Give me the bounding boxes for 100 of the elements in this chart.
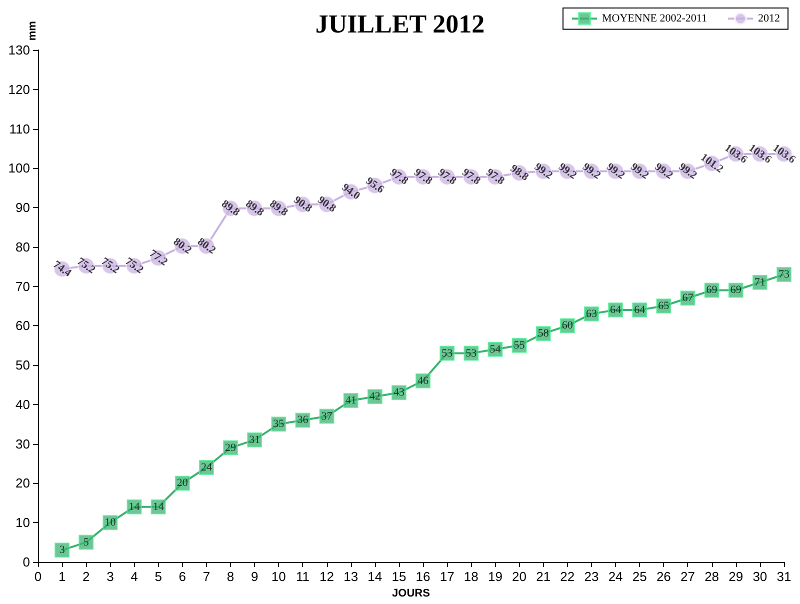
data-label: 43 [393, 386, 405, 399]
x-tick-label: 9 [250, 569, 258, 584]
data-label: 14 [152, 500, 164, 513]
x-tick-label: 25 [632, 569, 647, 584]
x-tick-label: 11 [296, 569, 310, 584]
data-label: 80.2 [195, 236, 218, 257]
data-label: 24 [200, 461, 212, 474]
data-label: 90.8 [291, 194, 314, 216]
y-tick-label: 110 [9, 121, 30, 136]
x-tick-label: 24 [608, 569, 623, 584]
chart-title: JUILLET 2012 [315, 10, 485, 38]
x-tick-label: 13 [344, 569, 358, 584]
x-tick-label: 2 [82, 569, 90, 584]
data-label: 75.2 [74, 255, 98, 277]
data-label: 97.8 [388, 166, 411, 188]
data-label: 97.8 [436, 166, 459, 188]
data-label: 64 [610, 304, 622, 316]
x-tick-label: 28 [704, 569, 720, 584]
data-label: 41 [345, 394, 356, 407]
x-tick-label: 30 [752, 569, 768, 584]
data-label: 69 [730, 284, 742, 296]
data-label: 67 [682, 292, 694, 304]
y-tick-label: 20 [16, 476, 30, 491]
data-label: 99.2 [532, 160, 556, 182]
data-label: 90.8 [315, 194, 339, 216]
x-tick-label: 3 [106, 569, 114, 584]
data-label: 74.4 [50, 258, 74, 280]
y-tick-label: 80 [16, 239, 30, 254]
y-tick-label: 10 [16, 515, 30, 530]
y-tick-label: 60 [16, 318, 30, 334]
data-label: 94.0 [340, 181, 363, 203]
data-label: 99.2 [628, 160, 652, 182]
data-label: 73 [778, 268, 790, 280]
x-axis-title: JOURS [392, 587, 430, 600]
data-label: 98.8 [508, 162, 532, 184]
y-tick-label: 40 [16, 396, 30, 412]
x-tick-label: 26 [656, 569, 671, 584]
data-label: 54 [490, 343, 502, 356]
data-label: 75.2 [98, 255, 122, 277]
y-axis-title: mm [26, 20, 38, 41]
data-label: 97.8 [412, 166, 435, 188]
data-label: 89.8 [219, 198, 242, 220]
data-label: 97.8 [484, 166, 507, 188]
legend-label: MOYENNE 2002-2011 [602, 12, 707, 25]
data-label: 89.8 [267, 198, 290, 220]
x-tick-label: 15 [392, 569, 406, 584]
data-label: 53 [442, 347, 454, 360]
y-tick-label: 130 [8, 42, 30, 58]
x-tick-label: 5 [154, 569, 162, 584]
x-tick-label: 17 [440, 569, 454, 584]
x-tick-label: 29 [728, 569, 744, 584]
data-label: 77.2 [146, 248, 170, 269]
data-label: 46 [418, 374, 430, 387]
data-label: 64 [634, 304, 646, 316]
data-label: 10 [104, 516, 116, 529]
data-label: 42 [369, 390, 380, 403]
x-tick-label: 16 [416, 569, 430, 584]
y-tick-label: 50 [16, 358, 30, 373]
x-tick-label: 7 [202, 569, 210, 584]
data-label: 65 [658, 300, 670, 312]
y-tick-label: 120 [8, 82, 30, 97]
data-label: 36 [297, 414, 309, 426]
data-label: 55 [514, 339, 526, 352]
x-tick-label: 10 [271, 569, 286, 584]
data-label: 31 [249, 434, 260, 446]
x-tick-label: 14 [368, 569, 382, 584]
x-tick-label: 0 [34, 569, 42, 584]
data-label: 89.8 [243, 198, 266, 220]
data-label: 80.2 [171, 236, 194, 257]
x-tick-label: 23 [584, 569, 599, 584]
data-label: 35 [273, 418, 285, 430]
data-label: 71 [754, 276, 766, 288]
data-label: 97.8 [460, 166, 483, 188]
x-tick-label: 20 [512, 569, 527, 584]
x-tick-label: 4 [130, 569, 138, 584]
data-label: 5 [83, 536, 90, 548]
x-tick-label: 18 [464, 569, 478, 584]
x-tick-label: 21 [536, 569, 551, 584]
y-tick-label: 100 [8, 160, 30, 176]
legend-label: 2012 [758, 12, 780, 25]
data-label: 60 [562, 320, 574, 332]
x-tick-label: 27 [680, 569, 695, 584]
y-tick-label: 90 [16, 200, 30, 216]
data-label: 20 [176, 477, 188, 490]
x-tick-label: 31 [776, 569, 792, 584]
data-label: 99.2 [604, 160, 628, 182]
y-tick-label: 0 [22, 554, 30, 570]
y-tick-label: 70 [16, 278, 30, 294]
data-label: 95.6 [364, 175, 387, 196]
data-label: 53 [466, 347, 478, 360]
data-label: 58 [538, 328, 550, 340]
x-tick-label: 1 [58, 569, 66, 584]
x-tick-label: 6 [178, 569, 186, 584]
data-label: 69 [706, 284, 718, 296]
y-tick-label: 30 [16, 436, 30, 452]
data-label: 99.2 [676, 160, 700, 182]
data-label: 37 [321, 410, 333, 422]
data-label: 75.2 [122, 255, 146, 277]
x-tick-label: 8 [226, 569, 234, 584]
data-label: 3 [59, 544, 66, 556]
